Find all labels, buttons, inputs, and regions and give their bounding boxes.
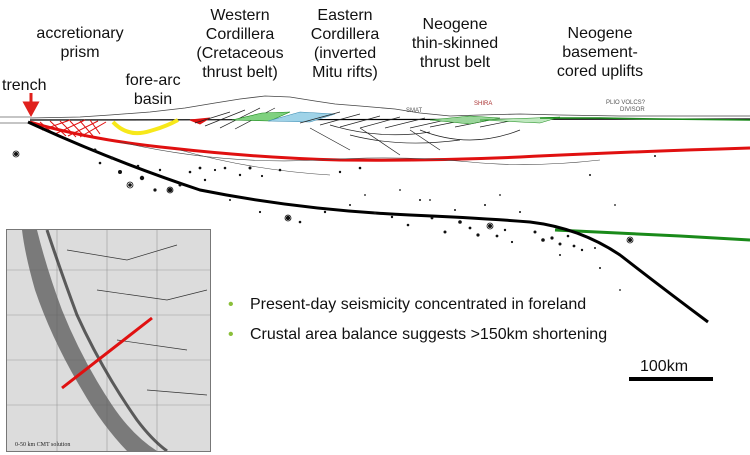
slab-line [27, 120, 709, 324]
shira-label: SHIRA [474, 101, 493, 107]
smat-label: SMAT [406, 108, 423, 114]
plio-volcs-label: PLIO VOLCS? [606, 100, 646, 106]
accretionary-prism-label: accretionary prism [36, 25, 124, 61]
neogene-thin-skinned-label: Neogene thin-skinned thrust belt [411, 16, 499, 71]
bullet-item: • Crustal area balance suggests >150km s… [228, 326, 608, 343]
fore-arc-basin-label: fore-arc basin [125, 72, 181, 108]
accretionary-thrusts [39, 119, 107, 138]
lower-green-line [554, 228, 750, 242]
western-cordillera-label: Western Cordillera (Cretaceous thrust be… [196, 7, 284, 81]
inset-map-graphic [7, 230, 210, 451]
inset-map: 0-50 km CMT solution [6, 229, 211, 452]
bullet-list: • Present-day seismicity concentrated in… [228, 295, 608, 355]
western-cordillera-thrusts [194, 107, 276, 130]
trench-arrow [22, 93, 40, 118]
bullet-dot-icon: • [228, 296, 234, 313]
trench-label: trench [2, 77, 47, 94]
scale-bar [629, 377, 713, 381]
seismicity-dots [14, 148, 656, 291]
bullet-dot-icon: • [228, 326, 234, 343]
eastern-cordillera-label: Eastern Cordillera (inverted Mitu rifts) [310, 7, 380, 81]
scale-label: 100km [640, 358, 689, 375]
fore-arc-basin-fill [111, 118, 179, 136]
foreland-green-line [540, 117, 750, 121]
inset-section-line [61, 316, 153, 390]
divisor-label: DIVISOR [620, 107, 645, 113]
neogene-basement-label: Neogene basement- cored uplifts [556, 25, 644, 80]
bullet-item: • Present-day seismicity concentrated in… [228, 296, 587, 313]
moho-line [29, 120, 750, 162]
topography-line [29, 95, 750, 119]
inset-caption: 0-50 km CMT solution [15, 442, 71, 448]
